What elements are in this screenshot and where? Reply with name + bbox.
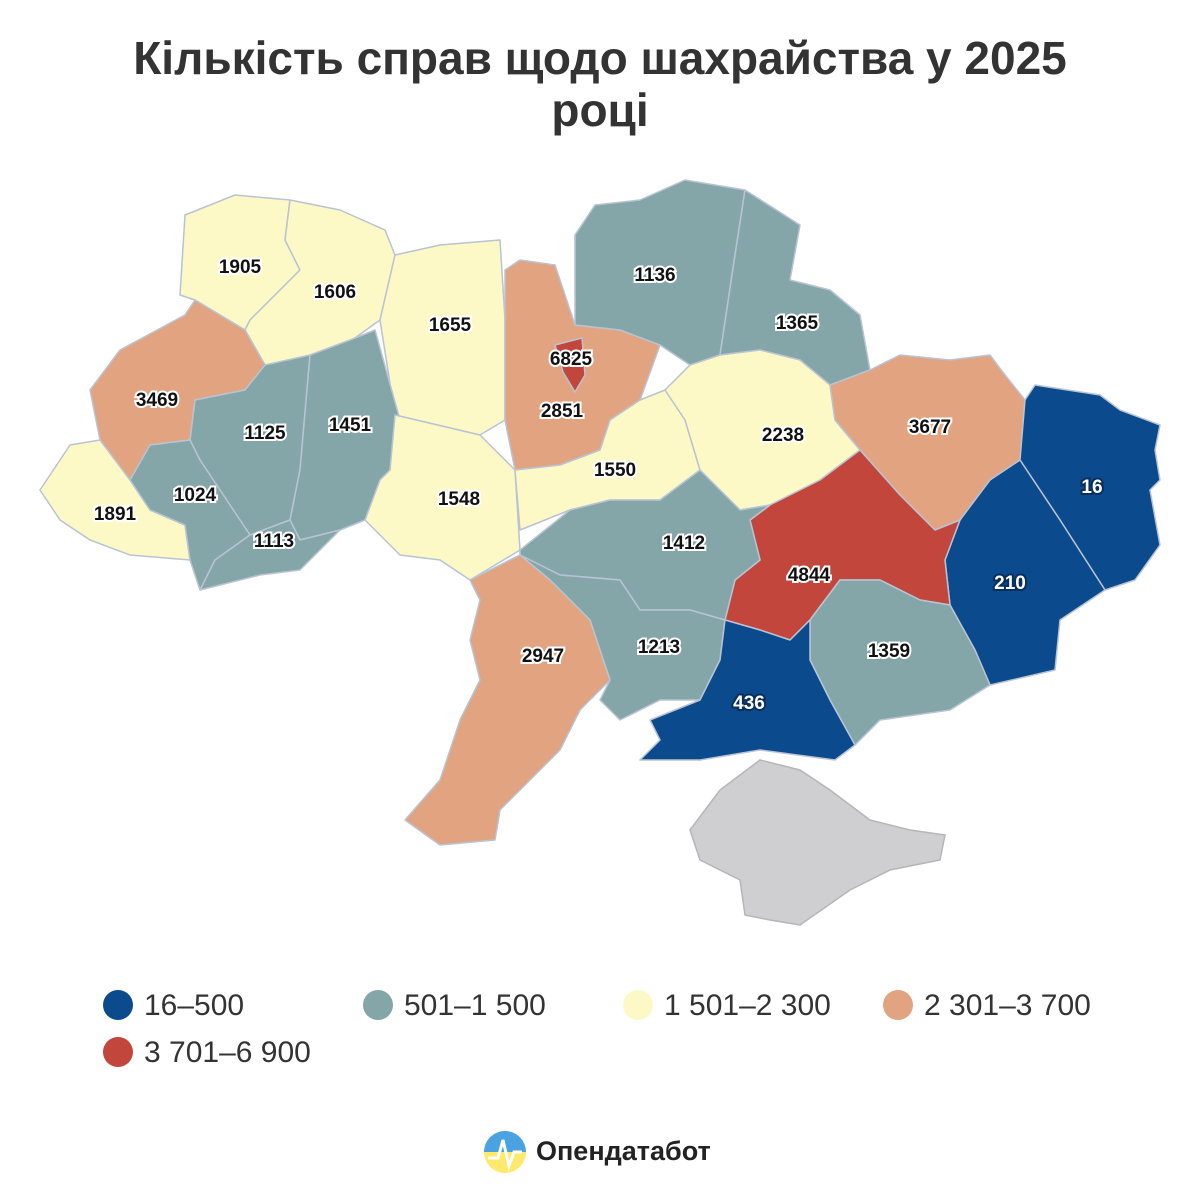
- legend-label: 16–500: [144, 989, 244, 1022]
- region-value: 1359: [868, 641, 910, 662]
- region-value: 4844: [788, 565, 831, 586]
- region-value: 1125: [244, 423, 286, 444]
- legend-swatch: [103, 1037, 133, 1067]
- region-value: 1136: [634, 265, 675, 286]
- region-value: 1365: [776, 313, 819, 334]
- region-value: 3469: [136, 390, 178, 411]
- legend-swatch: [623, 990, 653, 1020]
- legend-swatch: [883, 990, 913, 1020]
- region-value: 1905: [219, 257, 262, 278]
- title: Кількість справ щодо шахрайства у 2025 р…: [133, 32, 1067, 136]
- region-value: 436: [733, 693, 765, 714]
- region-value: 1412: [663, 533, 705, 554]
- region-value: 210: [994, 573, 1026, 594]
- brand: Опендатабот: [536, 1136, 711, 1166]
- region: [554, 337, 586, 393]
- region-value: 2238: [762, 425, 804, 446]
- region-value: 1213: [638, 637, 680, 658]
- region-value: 16: [1081, 477, 1102, 498]
- logo-top: [484, 1131, 526, 1152]
- region-value: 1113: [254, 531, 294, 552]
- region: [639, 619, 856, 761]
- region: [199, 519, 341, 591]
- region-value: 1655: [429, 315, 472, 336]
- region-value: 6825: [550, 349, 593, 370]
- region-value: 1606: [314, 282, 356, 303]
- legend-label: 501–1 500: [404, 989, 546, 1022]
- region-value: 1451: [329, 415, 372, 436]
- region-value: 1548: [438, 489, 480, 510]
- region-value: 1891: [94, 504, 137, 525]
- region-value: 2851: [541, 401, 584, 422]
- region-value: 3677: [909, 417, 951, 438]
- logo-pulse: [488, 1139, 522, 1172]
- region-value: 1550: [594, 460, 636, 481]
- region-value: 1024: [174, 485, 217, 506]
- region: [404, 554, 611, 846]
- crimea: [689, 759, 946, 926]
- legend-label: 2 301–3 700: [924, 989, 1091, 1022]
- legend-swatch: [103, 990, 133, 1020]
- legend-swatch: [363, 990, 393, 1020]
- legend-label: 3 701–6 900: [144, 1036, 311, 1069]
- region: [379, 239, 506, 436]
- region: [364, 414, 521, 581]
- legend-label: 1 501–2 300: [664, 989, 831, 1022]
- region-value: 2947: [522, 646, 564, 667]
